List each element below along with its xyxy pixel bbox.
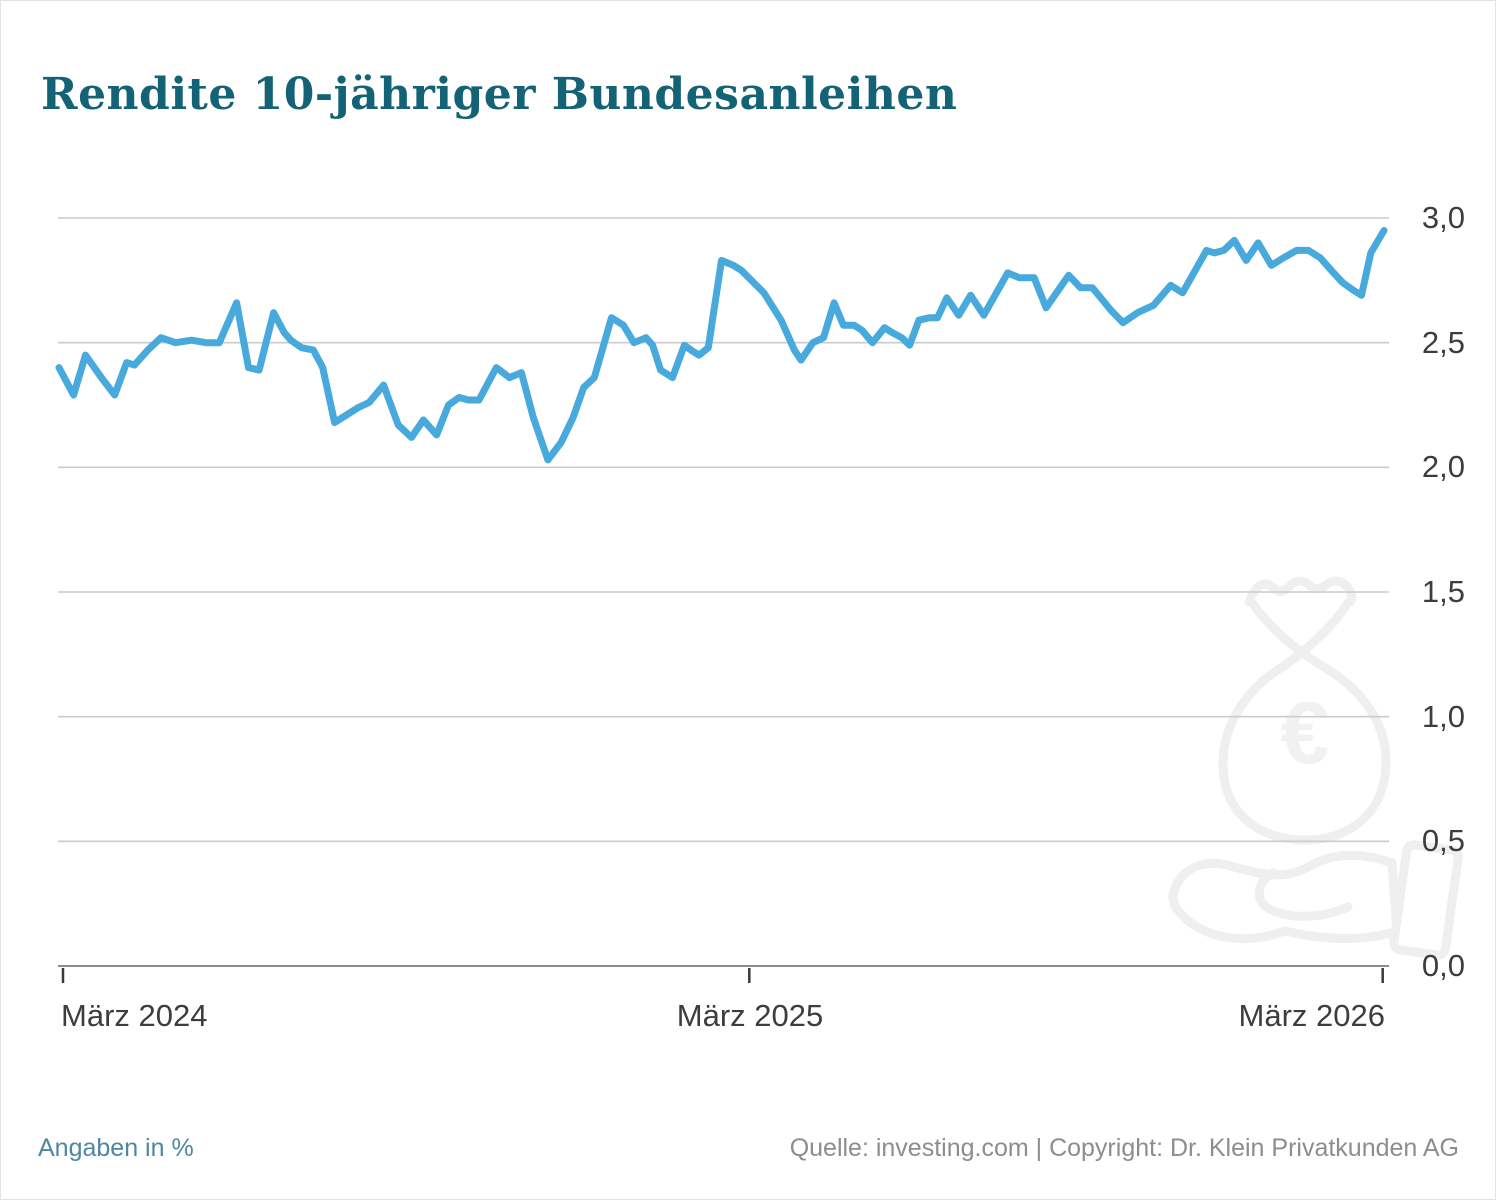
page-title: Rendite 10-jähriger Bundesanleihen [41, 69, 958, 120]
y-axis-label-1-5: 1,5 [1421, 574, 1465, 609]
hand-thumb-crease [1254, 868, 1353, 921]
euro-icon: € [1281, 683, 1330, 782]
y-axis-label-3-0: 3,0 [1421, 200, 1465, 235]
y-axis-label-2-5: 2,5 [1421, 325, 1465, 360]
bond-yield-line [55, 227, 1388, 464]
y-axis-label-2-0: 2,0 [1421, 449, 1465, 484]
money-bag-body [1218, 661, 1391, 845]
y-axis-label-1-0: 1,0 [1421, 699, 1465, 734]
x-axis-label-maerz-2025: März 2025 [676, 998, 824, 1033]
y-axis-label-0-0: 0,0 [1421, 948, 1465, 983]
yield-line-series [55, 227, 1388, 464]
gridlines [58, 217, 1389, 843]
x-axis-label-maerz-2026: März 2026 [1238, 998, 1385, 1033]
money-bag-euro-watermark: € [1168, 576, 1463, 960]
hand-palm [1168, 850, 1402, 944]
money-bag-neck-left [1248, 599, 1327, 671]
x-axis-label-maerz-2024: März 2024 [61, 998, 208, 1033]
y-axis-label-0-5: 0,5 [1421, 823, 1465, 858]
hand-cuff [1389, 840, 1463, 960]
money-bag-rim [1244, 576, 1357, 607]
money-bag-neck-right [1279, 598, 1353, 671]
source-copyright-note: Quelle: investing.com | Copyright: Dr. K… [789, 1134, 1459, 1162]
unit-note: Angaben in % [38, 1134, 194, 1162]
x-axis [58, 965, 1389, 983]
